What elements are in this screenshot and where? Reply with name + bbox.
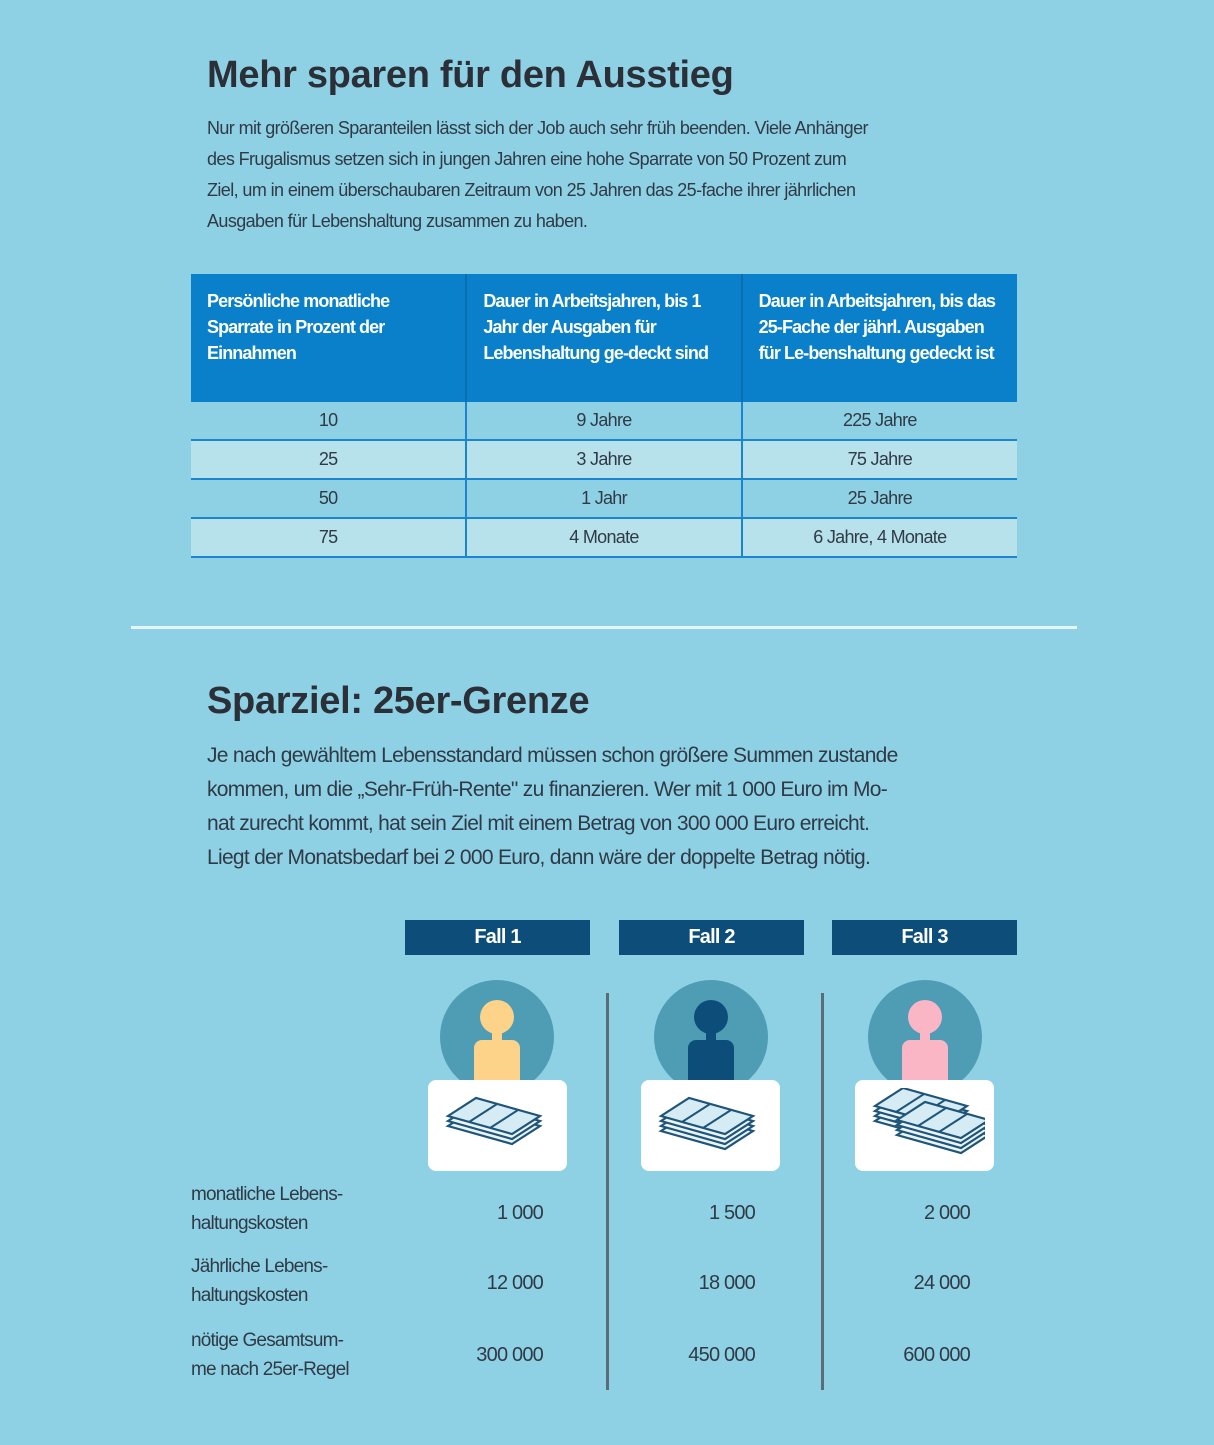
section2-paragraph: Je nach gewähltem Lebensstandard müssen …	[207, 744, 898, 880]
table-cell: 75 Jahre	[740, 440, 1017, 480]
value-total: 600 000	[903, 1344, 971, 1366]
value-monthly: 2 000	[923, 1202, 971, 1224]
person-icon	[440, 980, 554, 1094]
table-row: 10 9 Jahre 225 Jahre	[191, 402, 1017, 441]
savings-rate-table: Persönliche monatliche Sparrate in Proze…	[191, 274, 1017, 558]
paragraph-line: Ziel, um in einem überschaubaren Zeitrau…	[207, 180, 856, 200]
section1-title: Mehr sparen für den Ausstieg	[207, 54, 734, 96]
section2-title: Sparziel: 25er-Grenze	[207, 680, 590, 722]
paragraph-line: nat zurecht kommt, hat sein Ziel mit ein…	[207, 812, 870, 835]
value-monthly: 1 000	[496, 1202, 544, 1224]
row-label-monthly: monatliche Lebens-haltungskosten	[191, 1184, 343, 1234]
table-row: 75 4 Monate 6 Jahre, 4 Monate	[191, 518, 1017, 558]
paragraph-line: Liegt der Monatsbedarf bei 2 000 Euro, d…	[207, 846, 871, 869]
paragraph-line: des Frugalismus setzen sich in jungen Ja…	[207, 149, 847, 169]
table-cell: 6 Jahre, 4 Monate	[740, 518, 1017, 558]
table-header: Dauer in Arbeitsjahren, bis das 25-Fache…	[740, 274, 1017, 402]
value-total: 300 000	[476, 1344, 544, 1366]
table-cell: 75	[191, 518, 467, 558]
table-cell: 225 Jahre	[740, 402, 1017, 441]
row-label-yearly: Jährliche Lebens-haltungskosten	[191, 1256, 328, 1306]
value-yearly: 18 000	[698, 1272, 756, 1294]
table-header: Dauer in Arbeitsjahren, bis 1 Jahr der A…	[465, 274, 742, 402]
value-total: 450 000	[688, 1344, 756, 1366]
table-cell: 25	[191, 440, 467, 480]
table-cell: 9 Jahre	[465, 402, 742, 441]
money-stack-icon-large	[855, 1080, 994, 1171]
table-row: 50 1 Jahr 25 Jahre	[191, 479, 1017, 519]
paragraph-line: Je nach gewähltem Lebensstandard müssen …	[207, 744, 898, 767]
table-cell: 3 Jahre	[465, 440, 742, 480]
table-row: 25 3 Jahre 75 Jahre	[191, 440, 1017, 480]
table-cell: 25 Jahre	[740, 479, 1017, 519]
section1-paragraph: Nur mit größeren Sparanteilen lässt sich…	[207, 118, 869, 242]
case-header-2: Fall 2	[619, 920, 804, 955]
table-cell: 1 Jahr	[465, 479, 742, 519]
row-label-total: nötige Gesamtsum-me nach 25er-Regel	[191, 1330, 350, 1380]
case-header-3: Fall 3	[832, 920, 1017, 955]
money-stack-icon-small	[428, 1080, 567, 1171]
column-divider	[606, 993, 609, 1390]
table-header: Persönliche monatliche Sparrate in Proze…	[191, 274, 467, 402]
paragraph-line: Ausgaben für Lebenshaltung zusammen zu h…	[207, 211, 588, 231]
money-stack-icon-medium	[641, 1080, 780, 1171]
table-cell: 4 Monate	[465, 518, 742, 558]
paragraph-line: Nur mit größeren Sparanteilen lässt sich…	[207, 118, 869, 138]
paragraph-line: kommen, um die „Sehr-Früh-Rente" zu fina…	[207, 778, 888, 801]
person-icon	[654, 980, 768, 1094]
table-cell: 50	[191, 479, 467, 519]
column-divider	[821, 993, 824, 1390]
value-yearly: 12 000	[486, 1272, 544, 1294]
table-cell: 10	[191, 402, 467, 441]
value-monthly: 1 500	[708, 1202, 756, 1224]
person-icon	[868, 980, 982, 1094]
case-header-1: Fall 1	[405, 920, 590, 955]
section-divider	[131, 626, 1077, 629]
value-yearly: 24 000	[913, 1272, 971, 1294]
